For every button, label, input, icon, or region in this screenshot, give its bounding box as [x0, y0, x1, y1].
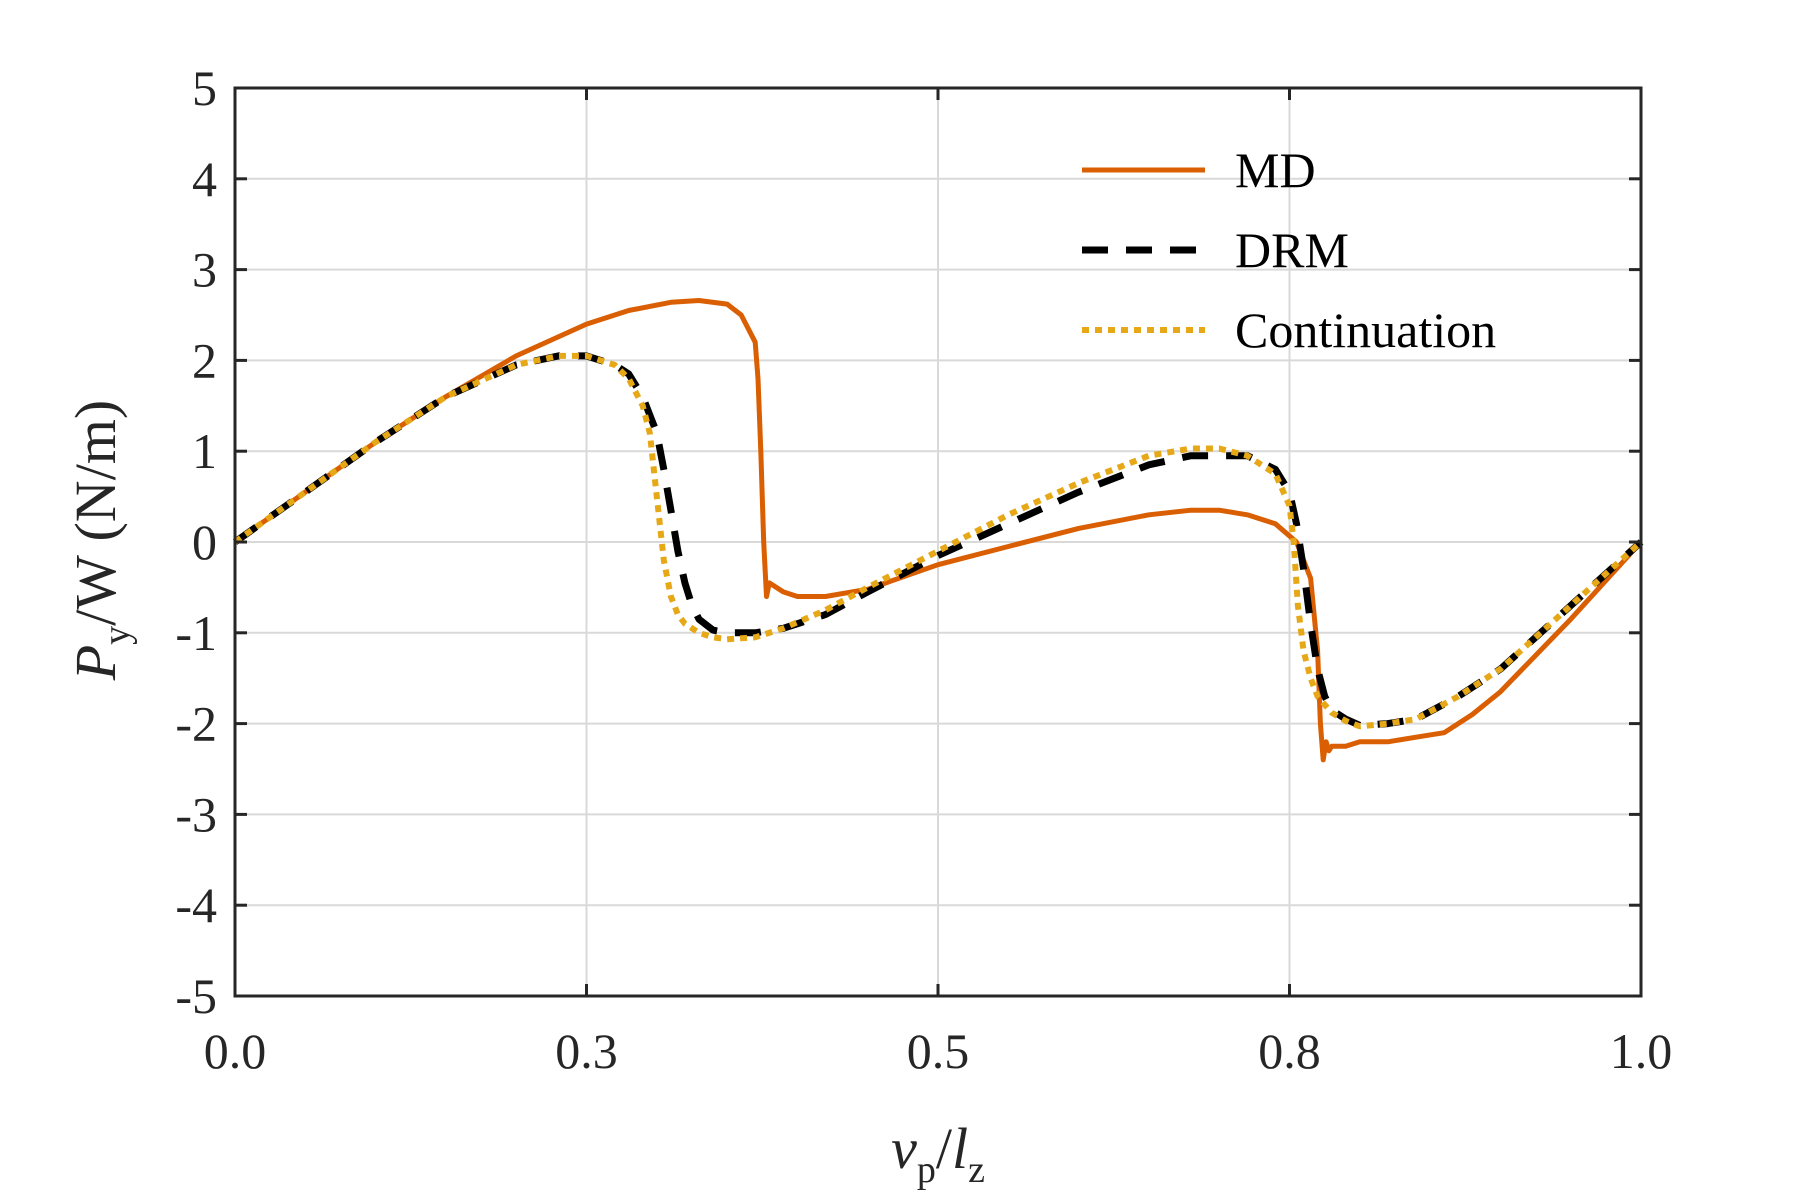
y-tick-label: -2 [175, 696, 217, 752]
tick-layer [233, 86, 1643, 998]
y-tick-label: -4 [175, 877, 217, 933]
y-tick-label: 1 [192, 423, 217, 479]
x-tick-label: 0.5 [907, 1023, 970, 1079]
series-layer [232, 298, 1644, 763]
x-tick-labels: 0.0 0.3 0.5 0.8 1.0 [204, 1023, 1673, 1079]
x-axis-title-sub: p [917, 1149, 936, 1191]
x-tick-label: 0.8 [1258, 1023, 1321, 1079]
y-axis-title-sub: y [96, 626, 138, 645]
series-line-md [233, 298, 1643, 763]
x-tick-label: 1.0 [1610, 1023, 1673, 1079]
series-line-continuation [233, 352, 1644, 730]
x-axis-title-sub2: z [968, 1149, 985, 1191]
x-tick-label: 0.0 [204, 1023, 267, 1079]
y-tick-labels: 5 4 3 2 1 0 -1 -2 -3 -4 -5 [175, 60, 217, 1024]
x-tick-label: 0.3 [555, 1023, 618, 1079]
y-tick-label: -1 [175, 605, 217, 661]
legend-label-md: MD [1235, 142, 1316, 198]
x-axis-title-main2: l [952, 1116, 968, 1181]
x-axis-title-main: v [891, 1116, 917, 1181]
y-tick-label: 3 [192, 242, 217, 298]
legend-label-drm: DRM [1235, 222, 1349, 278]
y-axis-title: Py/W (N/m) [63, 400, 138, 682]
y-tick-label: 5 [192, 60, 217, 116]
x-axis-title: vp/lz [891, 1116, 985, 1191]
x-axis-title-sep: / [936, 1116, 953, 1181]
y-tick-label: 2 [192, 332, 217, 388]
legend: MD DRM Continuation [1082, 142, 1496, 358]
y-tick-label: -5 [175, 968, 217, 1024]
y-tick-label: 4 [192, 151, 217, 207]
y-axis-title-rest: /W (N/m) [63, 400, 128, 626]
y-tick-label: -3 [175, 786, 217, 842]
legend-label-continuation: Continuation [1235, 302, 1496, 358]
y-tick-label: 0 [192, 514, 217, 570]
y-axis-title-main: P [63, 645, 128, 681]
grid-layer [235, 88, 1641, 996]
